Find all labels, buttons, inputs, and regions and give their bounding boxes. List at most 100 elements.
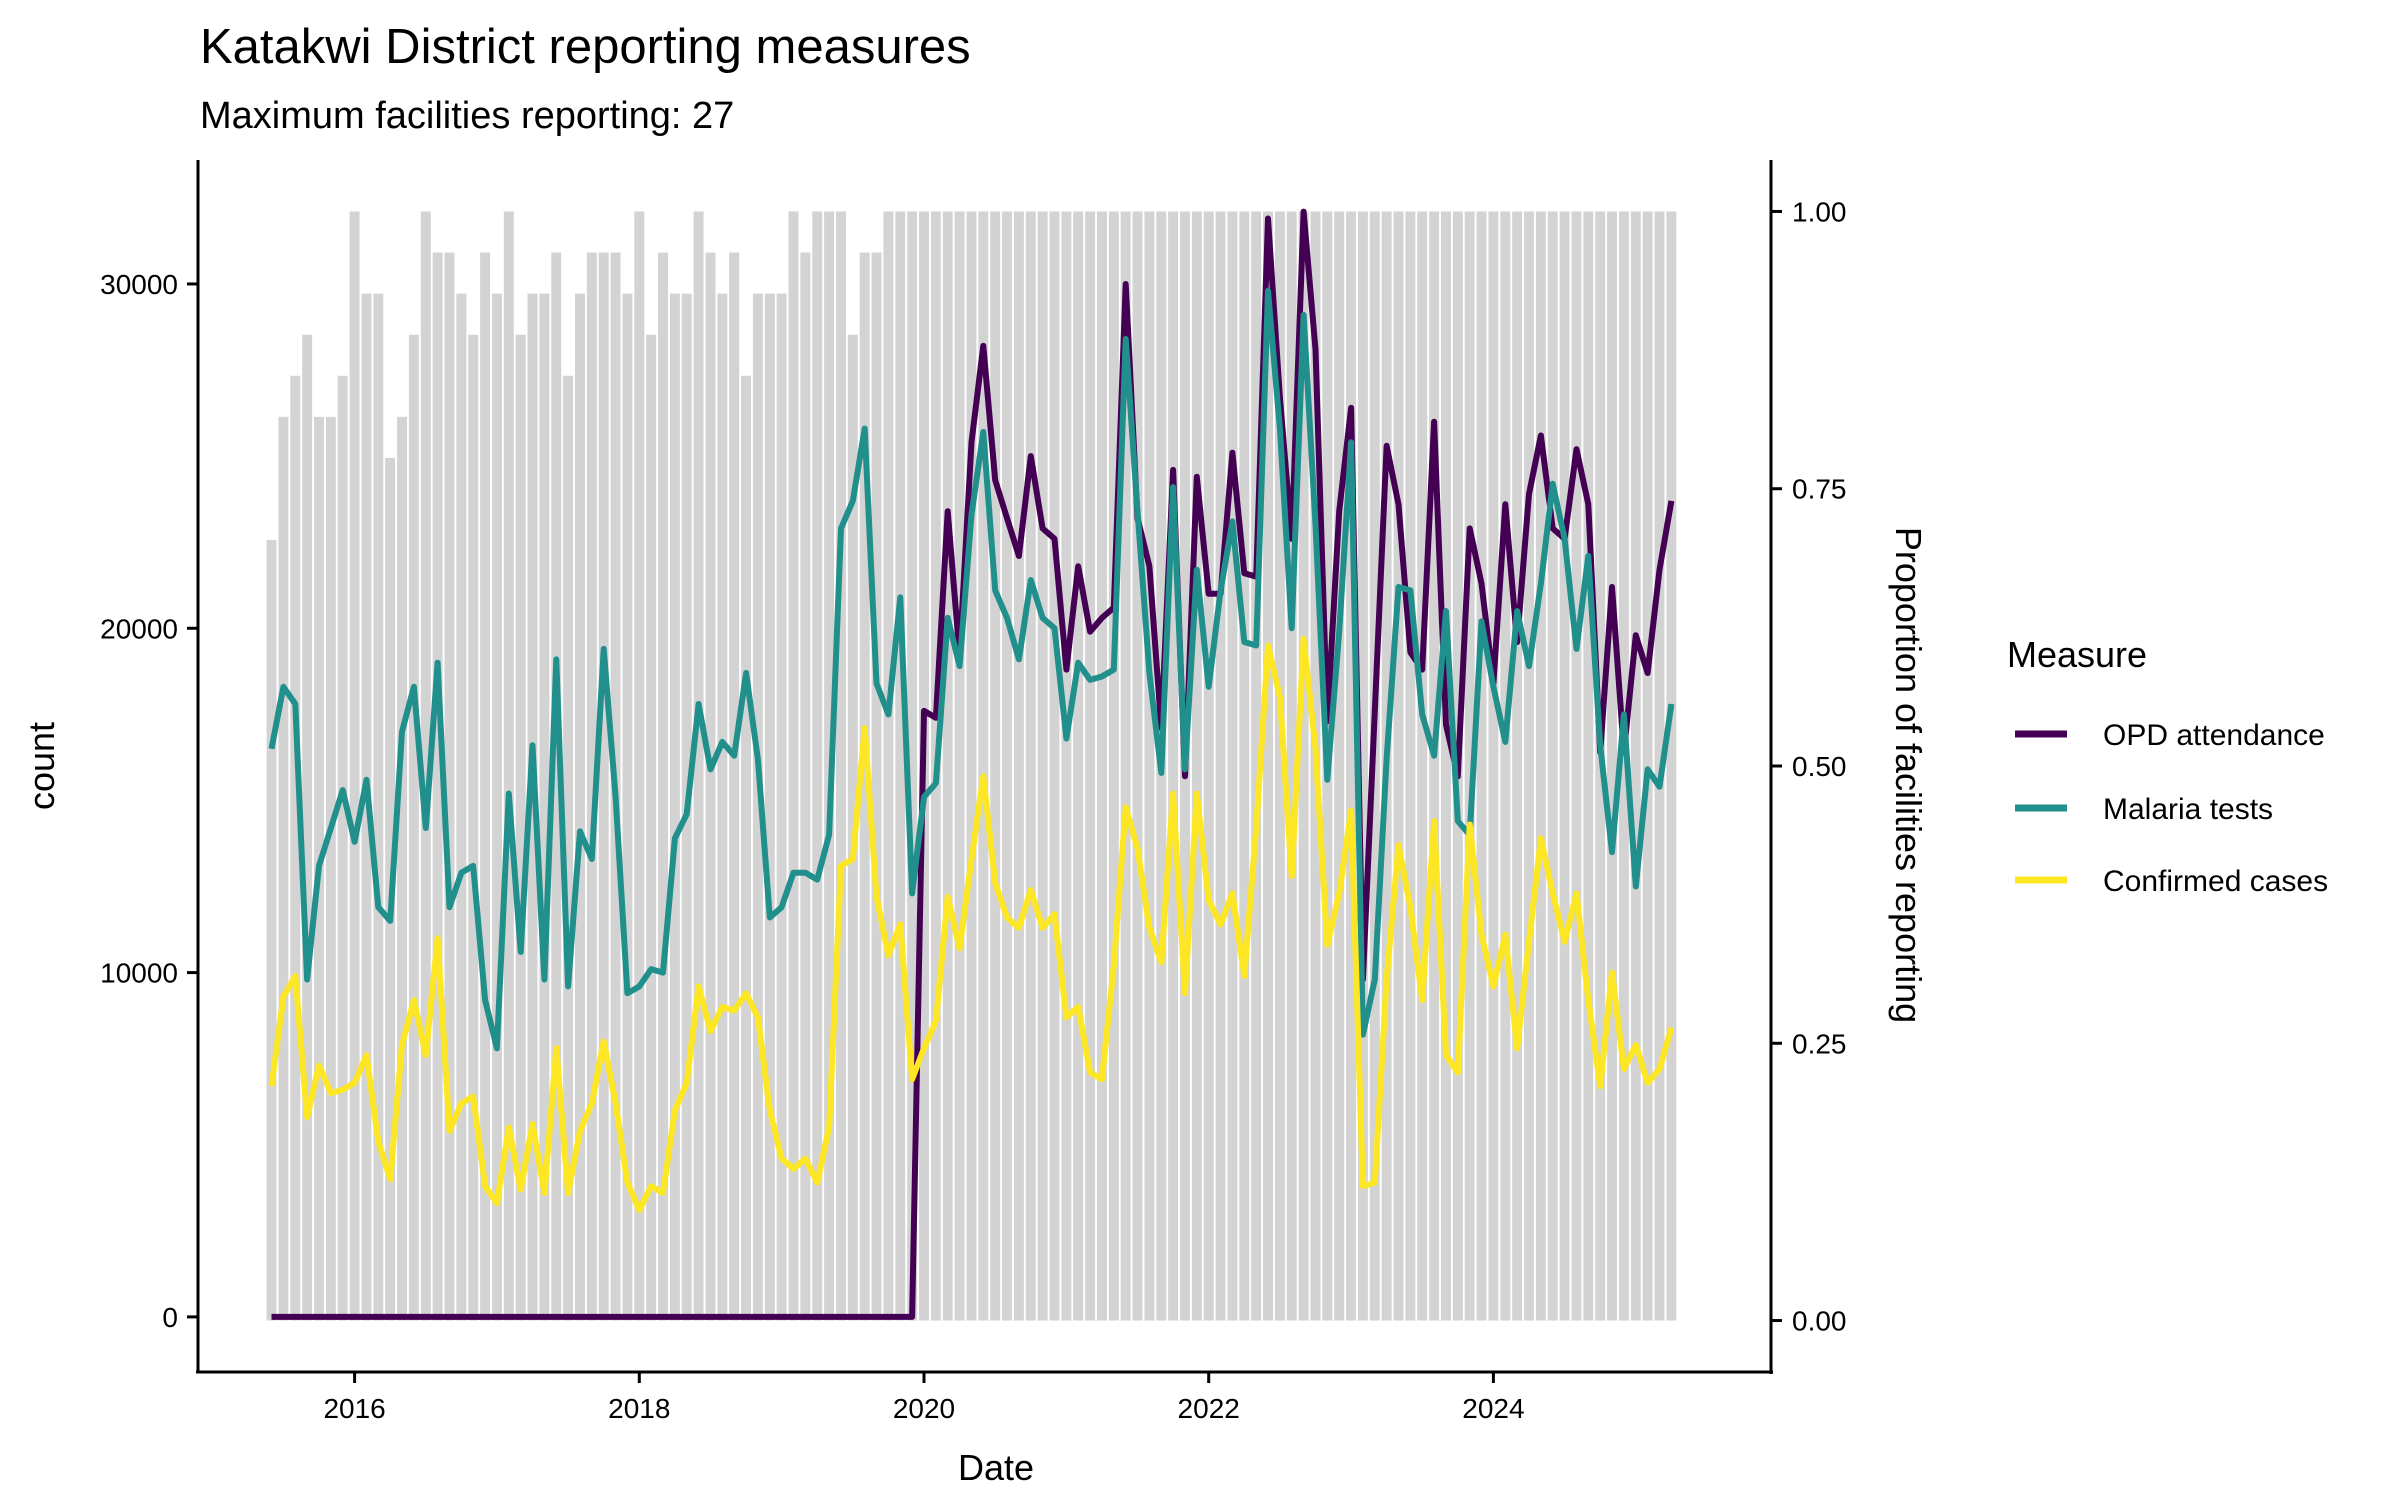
- legend-label-confirmed: Confirmed cases: [2103, 865, 2328, 898]
- reporting-bar: [717, 293, 728, 1321]
- reporting-bar: [1440, 211, 1451, 1321]
- reporting-bar: [1346, 211, 1357, 1321]
- reporting-bar: [480, 252, 491, 1321]
- y-tick-label: 0: [162, 1302, 178, 1333]
- reporting-bar: [1298, 211, 1309, 1321]
- reporting-bar: [1037, 211, 1048, 1321]
- reporting-bar: [1073, 211, 1084, 1321]
- reporting-bar: [1013, 211, 1024, 1321]
- y-tick-label: 10000: [100, 958, 178, 989]
- x-tick-label: 2022: [1178, 1393, 1240, 1424]
- reporting-bar: [788, 211, 799, 1321]
- reporting-bar: [1405, 211, 1416, 1321]
- y2-axis-title: Proportion of facilities reporting: [1888, 527, 1929, 1023]
- reporting-bar: [598, 252, 609, 1321]
- reporting-bar: [1630, 211, 1641, 1321]
- reporting-bar: [1417, 211, 1428, 1321]
- reporting-bar: [1607, 211, 1618, 1321]
- reporting-bar: [1618, 211, 1629, 1321]
- y-tick-label: 30000: [100, 269, 178, 300]
- reporting-bar: [337, 375, 348, 1321]
- y-ticks-right: 0.00 0.25 0.50 0.75 1.00: [1771, 196, 1847, 1337]
- x-tick-label: 2018: [608, 1393, 670, 1424]
- reporting-bar: [420, 211, 431, 1321]
- legend-label-malaria: Malaria tests: [2103, 793, 2273, 826]
- reporting-bar: [1583, 211, 1594, 1321]
- reporting-bar: [812, 211, 823, 1321]
- reporting-bar: [1274, 211, 1285, 1321]
- reporting-bar: [1168, 211, 1179, 1321]
- reporting-bar: [432, 252, 443, 1321]
- y-ticks-left: 0 10000 20000 30000: [100, 269, 198, 1333]
- y2-tick-label: 0.50: [1792, 751, 1847, 782]
- reporting-bar: [278, 416, 289, 1321]
- reporting-bar: [1144, 211, 1155, 1321]
- y2-tick-label: 0.75: [1792, 474, 1847, 505]
- reporting-bar: [515, 334, 526, 1321]
- reporting-bar: [1203, 211, 1214, 1321]
- reporting-bar: [669, 293, 680, 1321]
- reporting-bar: [1049, 211, 1060, 1321]
- reporting-bar: [397, 416, 408, 1321]
- reporting-bar: [1251, 211, 1262, 1321]
- reporting-bar: [302, 334, 313, 1321]
- y-tick-label: 20000: [100, 613, 178, 644]
- reporting-bar: [978, 211, 989, 1321]
- series-line-opd-attendance: [271, 208, 1675, 1320]
- reporting-bar: [990, 211, 1001, 1321]
- reporting-bar: [408, 334, 419, 1321]
- reporting-bar: [266, 540, 277, 1321]
- y-axis-title: count: [21, 722, 62, 810]
- reporting-bar: [586, 252, 597, 1321]
- reporting-bar: [503, 211, 514, 1321]
- legend-label-opd: OPD attendance: [2103, 719, 2325, 752]
- reporting-bar: [444, 252, 455, 1321]
- reporting-bar: [1286, 211, 1297, 1321]
- reporting-bar: [1096, 211, 1107, 1321]
- reporting-bars: [266, 211, 1677, 1321]
- reporting-bar: [693, 211, 704, 1321]
- reporting-bar: [325, 416, 336, 1321]
- reporting-bar: [835, 211, 846, 1321]
- reporting-bar: [705, 252, 716, 1321]
- reporting-bar: [1535, 211, 1546, 1321]
- reporting-bar: [1559, 211, 1570, 1321]
- reporting-bar: [1357, 211, 1368, 1321]
- reporting-bar: [468, 334, 479, 1321]
- reporting-bar: [646, 334, 657, 1321]
- reporting-bar: [907, 211, 918, 1321]
- reporting-bar: [1334, 211, 1345, 1321]
- reporting-bar: [895, 211, 906, 1321]
- series-lines: [268, 208, 1675, 1320]
- reporting-bar: [373, 293, 384, 1321]
- reporting-bar: [729, 252, 740, 1321]
- reporting-bar: [1002, 211, 1013, 1321]
- reporting-bar: [574, 293, 585, 1321]
- reporting-bar: [776, 293, 787, 1321]
- series-line-confirmed-cases: [268, 635, 1675, 1214]
- reporting-bar: [491, 293, 502, 1321]
- reporting-bar: [1429, 211, 1440, 1321]
- reporting-bar: [1239, 211, 1250, 1321]
- reporting-bar: [563, 375, 574, 1321]
- reporting-bar: [290, 375, 301, 1321]
- series-line-malaria-tests: [268, 287, 1675, 1052]
- reporting-bar: [1464, 211, 1475, 1321]
- reporting-bar: [1393, 211, 1404, 1321]
- reporting-bar: [1476, 211, 1487, 1321]
- reporting-bar: [942, 211, 953, 1321]
- reporting-bar: [1215, 211, 1226, 1321]
- reporting-bar: [658, 252, 669, 1321]
- legend-title: Measure: [2007, 634, 2147, 675]
- reporting-bar: [1666, 211, 1677, 1321]
- reporting-bar: [800, 252, 811, 1321]
- reporting-bar: [752, 293, 763, 1321]
- y2-tick-label: 1.00: [1792, 196, 1847, 227]
- reporting-bar: [1524, 211, 1534, 1321]
- reporting-bar: [539, 293, 550, 1321]
- reporting-bar: [1085, 211, 1096, 1321]
- x-ticks: 2016 2018 2020 2022 2024: [323, 1372, 1525, 1424]
- reporting-bar: [871, 252, 882, 1321]
- reporting-bar: [883, 211, 894, 1321]
